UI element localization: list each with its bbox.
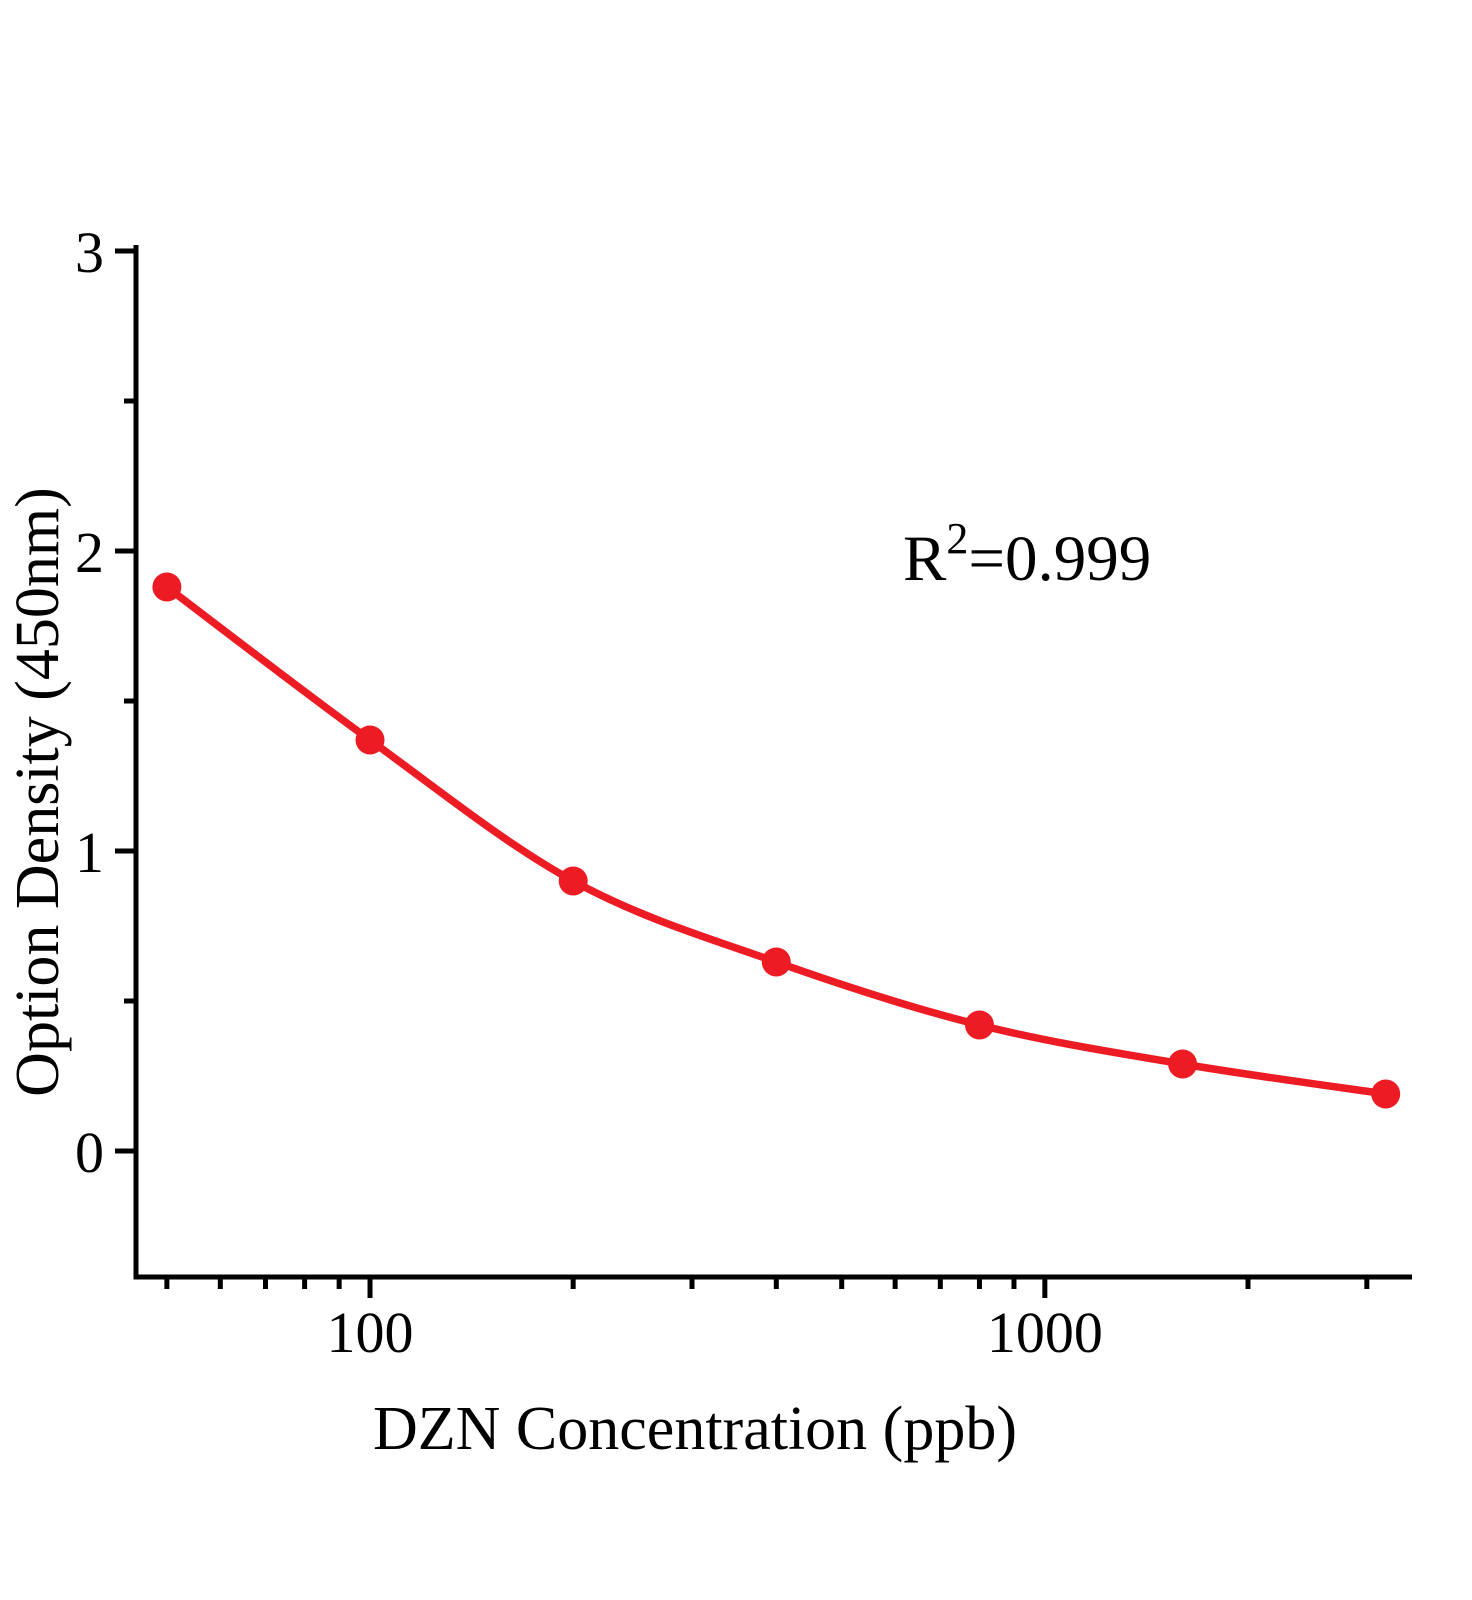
y-axis-title: Option Density (450nm) (4, 487, 72, 1097)
data-point-marker (1371, 1079, 1401, 1109)
data-point-marker (558, 866, 588, 896)
y-tick-label: 2 (75, 520, 104, 585)
x-axis-title: DZN Concentration (ppb) (373, 1395, 1017, 1463)
data-point-marker (965, 1010, 994, 1040)
x-tick-label: 1000 (987, 1300, 1103, 1365)
data-point-marker (355, 725, 385, 755)
y-tick-label: 3 (75, 220, 104, 285)
y-tick-label: 0 (75, 1120, 104, 1185)
fit-curve (163, 583, 1390, 1098)
data-point-marker (761, 947, 791, 977)
data-point-marker (1168, 1049, 1198, 1079)
y-tick-label: 1 (75, 820, 104, 885)
r-squared-annotation: R2=0.999 (903, 514, 1151, 595)
data-point-marker (152, 572, 182, 602)
x-tick-label: 100 (327, 1300, 414, 1365)
